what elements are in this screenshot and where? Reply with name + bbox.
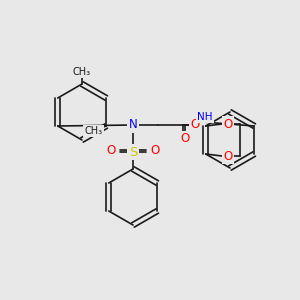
- Text: N: N: [129, 118, 137, 131]
- Text: O: O: [180, 133, 190, 146]
- Text: CH₃: CH₃: [84, 126, 102, 136]
- Text: O: O: [106, 145, 116, 158]
- Text: CH₃: CH₃: [73, 67, 91, 77]
- Text: O: O: [223, 118, 232, 130]
- Text: S: S: [129, 146, 137, 158]
- Text: O: O: [190, 118, 200, 131]
- Text: O: O: [223, 149, 232, 163]
- Text: O: O: [150, 145, 160, 158]
- Text: NH: NH: [197, 112, 213, 122]
